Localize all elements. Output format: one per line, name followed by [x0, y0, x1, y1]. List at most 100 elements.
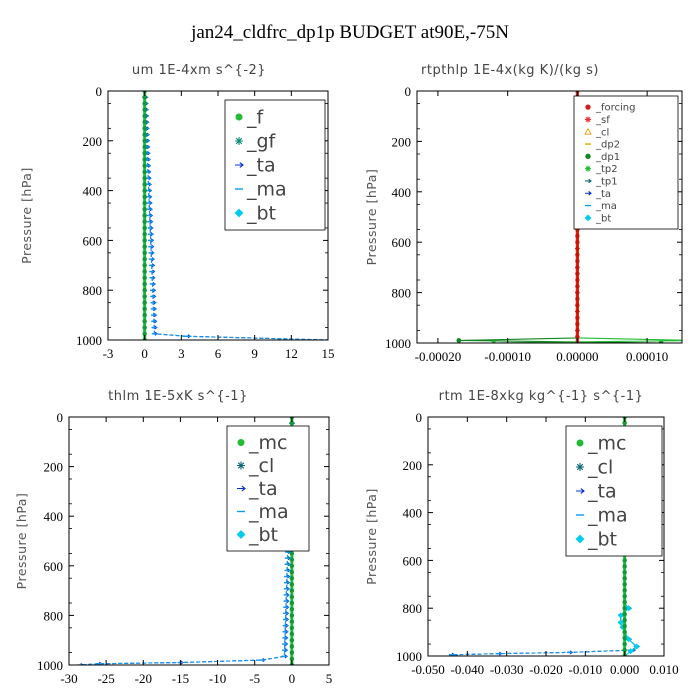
legend-item: _bt: [575, 529, 617, 551]
legend-marker: [585, 191, 592, 196]
legend-label: _gf: [246, 131, 277, 153]
legend-label: _tp1: [595, 176, 618, 187]
panel-title: rtpthlp 1E-4x(kg K)/(kg s): [421, 63, 599, 78]
legend-label: _ma: [248, 501, 289, 523]
zero-profile-point: [289, 625, 295, 631]
legend-item: _f: [235, 107, 265, 129]
legend: _mc_cl_ta_ma_bt: [565, 425, 663, 557]
zero-profile-point: [575, 284, 580, 289]
x-tick-label: 15: [322, 346, 335, 361]
zero-profile-point: [142, 207, 147, 212]
legend-item: _ma: [585, 201, 617, 212]
y-tick-label: 0: [57, 410, 64, 425]
legend-marker: [576, 463, 584, 471]
x-tick-label: 6: [215, 346, 222, 361]
zero-profile-point: [622, 605, 627, 611]
zero-profile-point: [575, 334, 580, 339]
x-tick-label: 9: [251, 346, 258, 361]
legend-label: _cl: [248, 455, 274, 477]
zero-profile-point: [622, 600, 627, 605]
legend-marker: [235, 162, 244, 168]
legend-label: _tp2: [595, 164, 618, 175]
x-tick-label: 0.010: [649, 662, 678, 677]
series-point: [693, 338, 698, 343]
series-line: [144, 91, 328, 340]
zero-profile-point: [575, 309, 580, 314]
zero-profile-point: [142, 244, 147, 249]
panel-title: um 1E-4xm s^{-2}: [132, 63, 266, 78]
x-tick-label: -30: [60, 671, 77, 686]
y-tick-label: 0: [96, 84, 103, 99]
zero-profile-point: [142, 132, 147, 137]
y-tick-label: 200: [392, 134, 412, 149]
series-point: [627, 648, 634, 655]
y-tick-label: 1000: [396, 649, 422, 664]
y-axis-label: Pressure [hPa]: [14, 493, 29, 590]
series-point: [625, 636, 632, 643]
panel-um: um 1E-4xm s^{-2} Pressure [hPa] -3 0 3 6 9 12 1…: [19, 63, 335, 361]
legend-item: _ma: [235, 179, 287, 201]
zero-profile-point: [289, 600, 295, 606]
x-tick-label: 12: [285, 346, 298, 361]
zero-profile-point: [575, 315, 580, 321]
zero-profile-point: [142, 163, 147, 168]
x-tick-label: -25: [97, 671, 114, 686]
legend-marker: [585, 153, 591, 160]
x-tick-label: -0.050: [411, 662, 445, 677]
zero-profile-point: [575, 239, 580, 245]
y-axis-label: Pressure [hPa]: [19, 167, 34, 264]
legend-marker: [585, 104, 591, 110]
panel-thlm: thlm 1E-5xK s^{-1} Pressure [hPa] -30 -25 -…: [14, 389, 332, 686]
y-tick-label: 600: [392, 235, 412, 250]
y-axis-label: Pressure [hPa]: [364, 169, 379, 266]
legend-label: _bt: [595, 213, 611, 224]
legend-label: _dp1: [595, 152, 620, 163]
y-tick-label: 800: [44, 608, 64, 623]
zero-profile-point: [142, 263, 147, 268]
y-tick-label: 400: [392, 185, 412, 200]
legend-label: _dp2: [595, 140, 620, 151]
zero-profile-point: [142, 200, 147, 206]
y-tick-label: 200: [83, 134, 103, 149]
legend-marker: [236, 530, 246, 539]
zero-profile-point: [289, 575, 295, 581]
x-tick-label: 0: [141, 346, 148, 361]
legend-marker: [237, 438, 245, 446]
panel-title: rtm 1E-8xkg kg^{-1} s^{-1}: [439, 389, 644, 404]
x-tick-label: 0.000: [610, 662, 639, 677]
legend-label: _ta: [595, 189, 611, 200]
zero-profile-point: [142, 225, 147, 231]
zero-profile-point: [142, 312, 147, 318]
legend-label: _mc: [248, 432, 287, 454]
x-tick-label: -3: [103, 346, 114, 361]
zero-profile-point: [575, 271, 580, 276]
zero-profile-point: [142, 300, 147, 305]
zero-profile-point: [142, 101, 147, 106]
y-tick-label: 400: [403, 506, 423, 521]
legend-label: _sf: [595, 115, 610, 126]
legend-label: _ma: [595, 201, 617, 212]
legend: _forcing_sf_cl _dp2_dp1_tp2_tp1 _ta_ma_bt: [573, 95, 679, 230]
series-point: [625, 605, 632, 612]
figure-title: jan24_cldfrc_dp1p BUDGET at90E,-75N: [190, 22, 509, 43]
y-tick-label: 400: [83, 184, 103, 199]
zero-profile-point: [142, 107, 147, 112]
legend-label: _bt: [246, 203, 276, 225]
series-point: [617, 612, 624, 619]
zero-profile-point: [622, 623, 627, 629]
y-tick-label: 600: [83, 233, 103, 248]
legend-item: _cl: [237, 455, 274, 477]
legend-item: _forcing: [585, 103, 636, 114]
legend-marker: [237, 485, 246, 492]
y-tick-label: 1000: [76, 333, 102, 348]
x-tick-label: -20: [135, 671, 152, 686]
zero-profile-point: [289, 569, 295, 575]
legend-item: _mc: [237, 432, 287, 454]
legend-marker: [235, 137, 243, 145]
zero-profile-point: [289, 613, 295, 618]
x-tick-label: 3: [178, 346, 185, 361]
legend-label: _ma: [246, 179, 287, 201]
legend-item: _bt: [234, 203, 276, 225]
zero-profile-point: [289, 644, 295, 649]
